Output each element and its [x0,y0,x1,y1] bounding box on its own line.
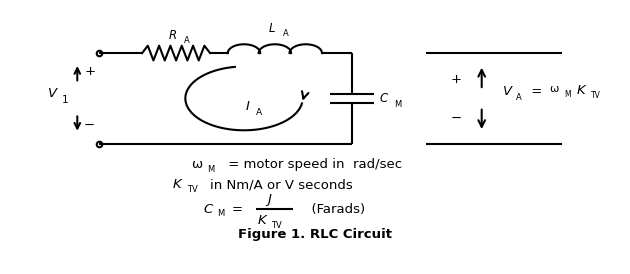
Text: R: R [169,29,177,42]
Text: A: A [283,30,289,38]
Text: V: V [503,85,512,98]
Text: A: A [185,36,190,45]
Text: M: M [217,209,225,218]
Text: ω: ω [549,84,559,94]
Text: C: C [380,92,388,105]
Text: =: = [232,203,243,216]
Text: −: − [84,119,95,132]
Text: K: K [576,84,585,96]
Text: TV: TV [591,90,601,99]
Text: J: J [266,193,271,206]
Text: 1: 1 [62,95,68,105]
Text: +: + [450,73,461,86]
Text: V: V [48,87,57,100]
Text: = motor speed in  rad/sec: = motor speed in rad/sec [224,158,402,171]
Text: K: K [258,214,266,227]
Text: M: M [564,90,570,99]
Text: K: K [173,178,181,191]
Text: Figure 1. RLC Circuit: Figure 1. RLC Circuit [238,228,392,241]
Text: A: A [516,93,522,102]
Text: M: M [207,165,215,174]
Text: M: M [394,100,401,109]
Text: L: L [268,22,275,35]
Text: TV: TV [186,185,197,194]
Text: I: I [245,100,249,113]
Text: TV: TV [271,221,282,230]
Text: A: A [256,108,263,117]
Text: −: − [450,112,461,125]
Text: in Nm/A or V seconds: in Nm/A or V seconds [210,178,353,191]
Text: =: = [527,85,542,98]
Text: C: C [204,203,213,216]
Text: +: + [84,65,95,78]
Text: ω: ω [192,158,203,171]
Text: (Farads): (Farads) [302,203,365,216]
